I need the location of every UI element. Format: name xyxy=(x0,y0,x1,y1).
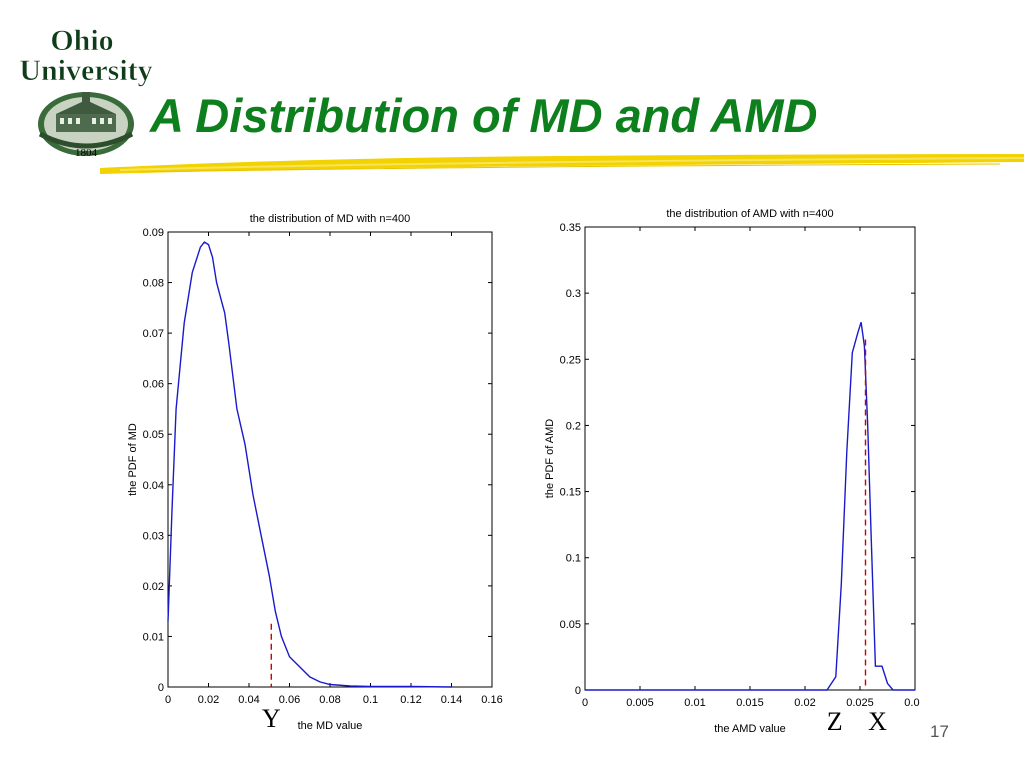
chart1-x-tick-label: 0.02 xyxy=(794,697,815,709)
chart1-y-tick-label: 0.05 xyxy=(560,619,581,631)
amd-chart-svg: 0 0.005 0.01 0.015 0.02 0.025 0.03 0 0.05 0.1 0.15… xyxy=(545,208,920,736)
chart0-x-tick-label: 0 xyxy=(165,694,171,706)
ohio-university-logo: Ohio University 1804 xyxy=(19,24,153,159)
chart1-y-axis-label: the PDF of AMD xyxy=(545,419,556,499)
chart0-series-line xyxy=(167,241,452,688)
chart1-y-tick-label: 0.35 xyxy=(560,222,581,234)
md-distribution-chart: 0 0.02 0.04 0.06 0.08 0.1 0.12 0.14 0.16 0 0.01 0.0… xyxy=(128,195,508,740)
chart1-x-tick-label: 0.015 xyxy=(736,697,764,709)
logo-year: 1804 xyxy=(75,147,98,159)
logo-line2: University xyxy=(19,54,152,87)
chart1-x-tick-label: 0.025 xyxy=(846,697,874,709)
amd-distribution-chart: 0 0.005 0.01 0.015 0.02 0.025 0.03 0 0.05 0.1 0.15… xyxy=(545,190,920,745)
chart0-y-tick-label: 0.09 xyxy=(143,227,164,239)
chart1-x-tick-label: 0.03 xyxy=(904,697,920,709)
chart0-marker-label: Y xyxy=(262,704,281,733)
chart0-y-tick-label: 0.01 xyxy=(143,631,164,643)
chart0-x-tick-label: 0.14 xyxy=(441,694,462,706)
chart0-y-tick-label: 0.06 xyxy=(143,379,164,391)
chart1-y-tick-label: 0.25 xyxy=(560,354,581,366)
chart0-y-tick-label: 0.08 xyxy=(143,278,164,290)
title-underline-brush xyxy=(100,154,1024,174)
logo-seal-icon xyxy=(38,92,134,156)
chart0-x-tick-label: 0.02 xyxy=(198,694,219,706)
chart0-y-tick-label: 0.04 xyxy=(143,480,164,492)
chart0-y-axis-label: the PDF of MD xyxy=(128,423,139,496)
chart1-x-tick-label: 0.005 xyxy=(626,697,654,709)
chart1-y-tick-label: 0.2 xyxy=(566,420,581,432)
slide-title: A Distribution of MD and AMD xyxy=(150,89,818,142)
page-number: 17 xyxy=(930,722,949,741)
logo-line1: Ohio xyxy=(50,24,113,57)
chart0-x-tick-label: 0.08 xyxy=(319,694,340,706)
chart1-x-tick-label: 0 xyxy=(582,697,588,709)
chart1-x-axis-label: the AMD value xyxy=(714,723,786,735)
chart0-y-tick-label: 0.07 xyxy=(143,328,164,340)
chart0-x-tick-label: 0.16 xyxy=(481,694,502,706)
chart0-x-tick-label: 0.1 xyxy=(363,694,378,706)
chart1-y-tick-label: 0 xyxy=(575,685,581,697)
chart1-x-tick-label: 0.01 xyxy=(684,697,705,709)
chart0-title: the distribution of MD with n=400 xyxy=(250,213,411,225)
chart1-y-tick-label: 0.15 xyxy=(560,487,581,499)
chart0-x-tick-label: 0.12 xyxy=(400,694,421,706)
chart0-y-tick-label: 0.03 xyxy=(143,530,164,542)
chart1-y-tick-label: 0.1 xyxy=(566,553,581,565)
chart1-y-tick-label: 0.3 xyxy=(566,288,581,300)
chart0-y-tick-label: 0 xyxy=(158,682,164,694)
md-chart-svg: 0 0.02 0.04 0.06 0.08 0.1 0.12 0.14 0.16 0 0.01 0.0… xyxy=(128,213,503,733)
chart0-y-tick-label: 0.05 xyxy=(143,429,164,441)
chart0-x-tick-label: 0.06 xyxy=(279,694,300,706)
chart0-y-tick-label: 0.02 xyxy=(143,581,164,593)
chart1-series-line xyxy=(585,321,915,691)
chart0-x-axis-label: the MD value xyxy=(298,720,363,732)
chart1-marker-label: X xyxy=(868,707,887,736)
chart0-plot-frame xyxy=(167,231,493,688)
chart1-title: the distribution of AMD with n=400 xyxy=(666,208,833,220)
chart0-x-tick-label: 0.04 xyxy=(238,694,259,706)
chart1-extra-label: Z xyxy=(827,707,843,736)
chart1-plot-frame xyxy=(584,226,916,691)
